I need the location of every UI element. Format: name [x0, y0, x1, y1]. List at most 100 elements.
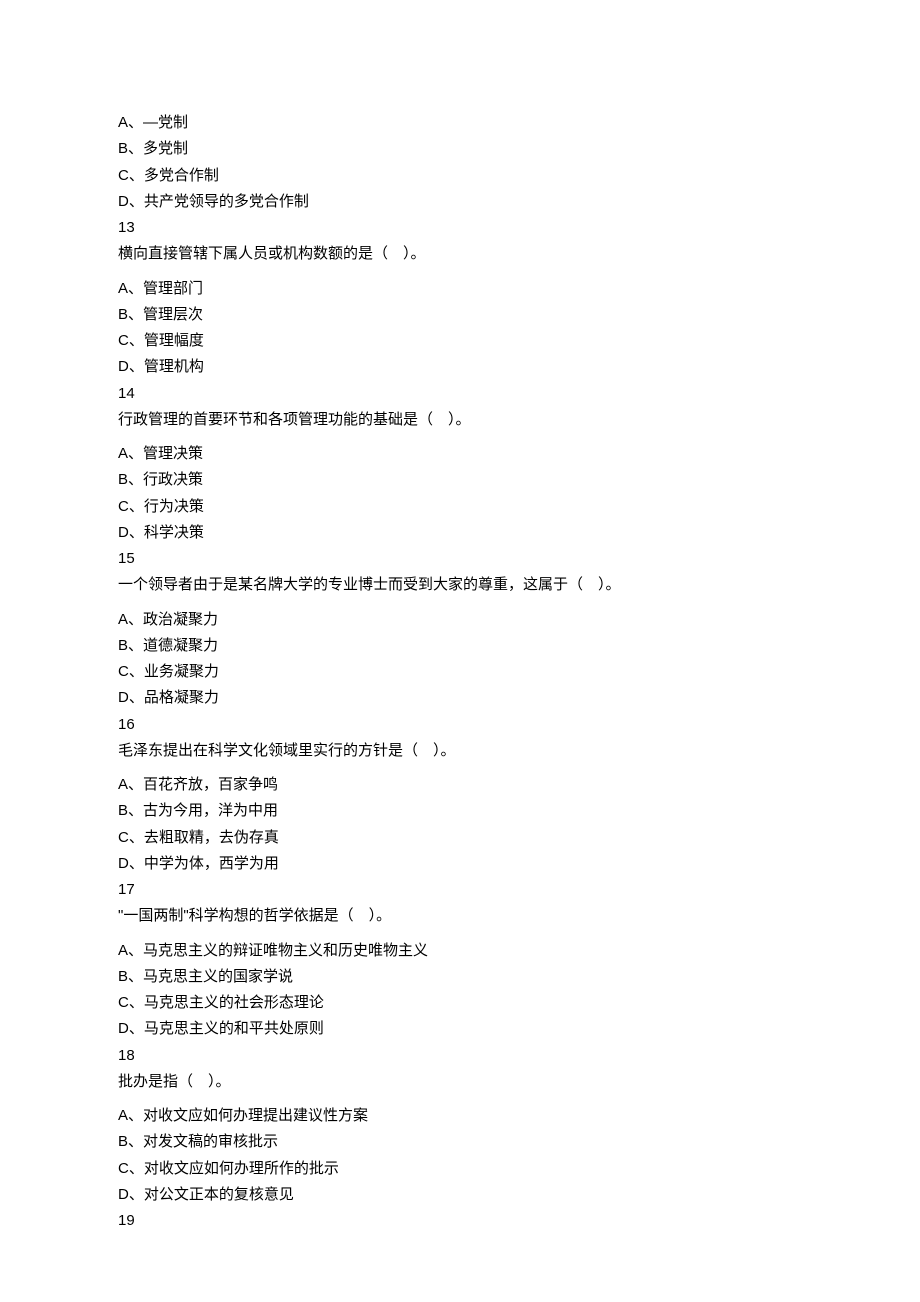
option-prefix: D、: [118, 524, 144, 541]
option-prefix: A、: [118, 280, 143, 297]
option-text: 去粗取精，去伪存真: [144, 829, 279, 846]
option-prefix: C、: [118, 498, 144, 515]
option-b: B、道德凝聚力: [118, 633, 802, 659]
question-stem: 一个领导者由于是某名牌大学的专业博士而受到大家的尊重，这属于（ ）。: [118, 572, 802, 598]
option-prefix: D、: [118, 855, 144, 872]
question-15: 15 一个领导者由于是某名牌大学的专业博士而受到大家的尊重，这属于（ ）。 A、…: [118, 546, 802, 712]
option-a: A、马克思主义的辩证唯物主义和历史唯物主义: [118, 938, 802, 964]
option-prefix: B、: [118, 802, 143, 819]
option-a: A、政治凝聚力: [118, 607, 802, 633]
option-text: 管理幅度: [144, 332, 204, 349]
option-d: D、对公文正本的复核意见: [118, 1182, 802, 1208]
option-text: 马克思主义的辩证唯物主义和历史唯物主义: [143, 942, 428, 959]
question-number: 17: [118, 877, 802, 903]
option-c: C、管理幅度: [118, 328, 802, 354]
option-text: 行政决策: [143, 471, 203, 488]
option-text: 对收文应如何办理提出建议性方案: [143, 1107, 368, 1124]
option-prefix: C、: [118, 994, 144, 1011]
option-prefix: B、: [118, 306, 143, 323]
option-prefix: D、: [118, 1020, 144, 1037]
question-number: 18: [118, 1043, 802, 1069]
option-text: 政治凝聚力: [143, 611, 218, 628]
question-15-options: A、政治凝聚力 B、道德凝聚力 C、业务凝聚力 D、品格凝聚力: [118, 607, 802, 712]
option-text: 马克思主义的国家学说: [143, 968, 293, 985]
option-prefix: C、: [118, 829, 144, 846]
question-stem: 行政管理的首要环节和各项管理功能的基础是（ ）。: [118, 407, 802, 433]
option-c: C、多党合作制: [118, 163, 802, 189]
question-number: 13: [118, 215, 802, 241]
option-text: 古为今用，洋为中用: [143, 802, 278, 819]
option-prefix: B、: [118, 637, 143, 654]
option-d: D、中学为体，西学为用: [118, 851, 802, 877]
option-d: D、科学决策: [118, 520, 802, 546]
option-a: A、管理决策: [118, 441, 802, 467]
question-number: 19: [118, 1208, 802, 1234]
question-18: 18 批办是指（ ）。 A、对收文应如何办理提出建议性方案 B、对发文稿的审核批…: [118, 1043, 802, 1209]
option-text: 对收文应如何办理所作的批示: [144, 1160, 339, 1177]
question-stem: 毛泽东提出在科学文化领域里实行的方针是（ ）。: [118, 738, 802, 764]
option-prefix: A、: [118, 1107, 143, 1124]
option-prefix: C、: [118, 167, 144, 184]
option-prefix: D、: [118, 689, 144, 706]
question-16: 16 毛泽东提出在科学文化领域里实行的方针是（ ）。 A、百花齐放，百家争鸣 B…: [118, 712, 802, 878]
option-c: C、马克思主义的社会形态理论: [118, 990, 802, 1016]
option-d: D、共产党领导的多党合作制: [118, 189, 802, 215]
question-17: 17 "一国两制"科学构想的哲学依据是（ ）。 A、马克思主义的辩证唯物主义和历…: [118, 877, 802, 1043]
option-text: 管理层次: [143, 306, 203, 323]
option-prefix: C、: [118, 332, 144, 349]
question-18-options: A、对收文应如何办理提出建议性方案 B、对发文稿的审核批示 C、对收文应如何办理…: [118, 1103, 802, 1208]
question-number: 15: [118, 546, 802, 572]
option-d: D、马克思主义的和平共处原则: [118, 1016, 802, 1042]
option-a: A、管理部门: [118, 276, 802, 302]
question-stem: "一国两制"科学构想的哲学依据是（ ）。: [118, 903, 802, 929]
option-prefix: A、: [118, 445, 143, 462]
option-prefix: A、: [118, 942, 143, 959]
option-b: B、多党制: [118, 136, 802, 162]
option-b: B、对发文稿的审核批示: [118, 1129, 802, 1155]
option-prefix: A、: [118, 114, 143, 131]
option-text: 道德凝聚力: [143, 637, 218, 654]
question-13-options: A、管理部门 B、管理层次 C、管理幅度 D、管理机构: [118, 276, 802, 381]
option-prefix: A、: [118, 776, 143, 793]
question-stem: 横向直接管辖下属人员或机构数额的是（ ）。: [118, 241, 802, 267]
option-a: A、—党制: [118, 110, 802, 136]
question-16-options: A、百花齐放，百家争鸣 B、古为今用，洋为中用 C、去粗取精，去伪存真 D、中学…: [118, 772, 802, 877]
option-text: 多党制: [143, 140, 188, 157]
option-c: C、行为决策: [118, 494, 802, 520]
option-text: 管理决策: [143, 445, 203, 462]
option-text: 管理机构: [144, 358, 204, 375]
option-d: D、管理机构: [118, 354, 802, 380]
option-prefix: A、: [118, 611, 143, 628]
option-c: C、去粗取精，去伪存真: [118, 825, 802, 851]
option-b: B、管理层次: [118, 302, 802, 328]
question-stem: 批办是指（ ）。: [118, 1069, 802, 1095]
question-14: 14 行政管理的首要环节和各项管理功能的基础是（ ）。 A、管理决策 B、行政决…: [118, 381, 802, 547]
option-c: C、对收文应如何办理所作的批示: [118, 1156, 802, 1182]
question-number: 16: [118, 712, 802, 738]
question-17-options: A、马克思主义的辩证唯物主义和历史唯物主义 B、马克思主义的国家学说 C、马克思…: [118, 938, 802, 1043]
question-14-options: A、管理决策 B、行政决策 C、行为决策 D、科学决策: [118, 441, 802, 546]
option-b: B、行政决策: [118, 467, 802, 493]
option-text: 业务凝聚力: [144, 663, 219, 680]
option-prefix: C、: [118, 1160, 144, 1177]
option-text: 科学决策: [144, 524, 204, 541]
option-text: 中学为体，西学为用: [144, 855, 279, 872]
option-d: D、品格凝聚力: [118, 685, 802, 711]
option-text: 对公文正本的复核意见: [144, 1186, 294, 1203]
option-a: A、对收文应如何办理提出建议性方案: [118, 1103, 802, 1129]
option-prefix: B、: [118, 471, 143, 488]
question-13: 13 横向直接管辖下属人员或机构数额的是（ ）。 A、管理部门 B、管理层次 C…: [118, 215, 802, 381]
option-text: 百花齐放，百家争鸣: [143, 776, 278, 793]
option-prefix: C、: [118, 663, 144, 680]
option-b: B、马克思主义的国家学说: [118, 964, 802, 990]
option-text: 品格凝聚力: [144, 689, 219, 706]
option-text: 管理部门: [143, 280, 203, 297]
option-c: C、业务凝聚力: [118, 659, 802, 685]
option-text: —党制: [143, 114, 188, 131]
question-12-options-continued: A、—党制 B、多党制 C、多党合作制 D、共产党领导的多党合作制: [118, 110, 802, 215]
question-number: 14: [118, 381, 802, 407]
option-b: B、古为今用，洋为中用: [118, 798, 802, 824]
option-prefix: D、: [118, 193, 144, 210]
option-text: 马克思主义的社会形态理论: [144, 994, 324, 1011]
option-text: 行为决策: [144, 498, 204, 515]
